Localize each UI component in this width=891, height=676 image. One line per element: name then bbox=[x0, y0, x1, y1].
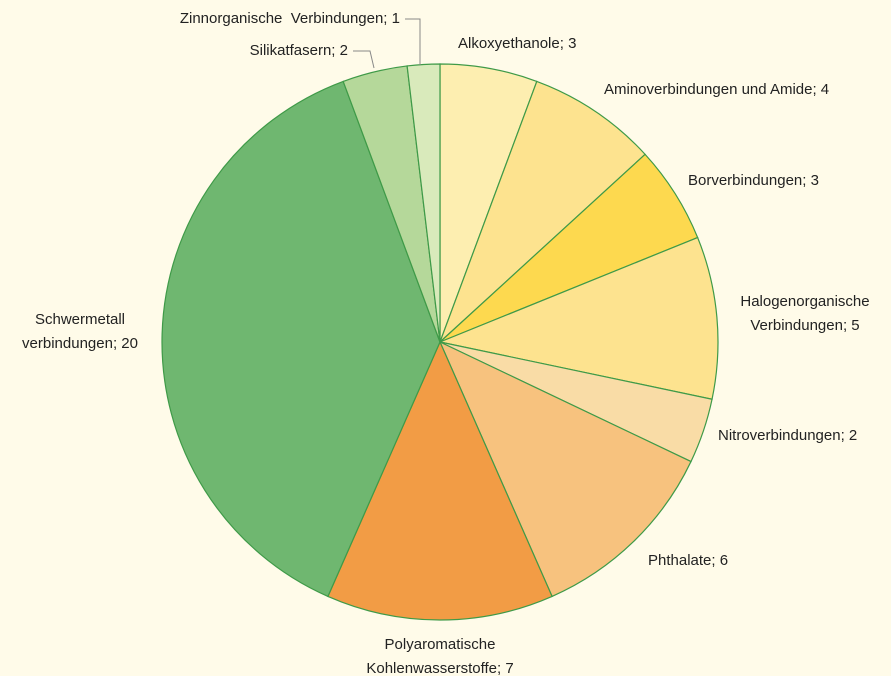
pie-slice bbox=[161, 80, 441, 598]
leader-line bbox=[405, 18, 421, 65]
pie-slice bbox=[406, 63, 441, 343]
pie-slice bbox=[438, 340, 692, 598]
slice-label: Phthalate; 6 bbox=[648, 552, 728, 569]
slice-label: Silikatfasern; 2 bbox=[250, 42, 348, 59]
pie-slice bbox=[439, 80, 646, 343]
slice-label: Kohlenwasserstoffe; 7 bbox=[366, 660, 513, 676]
slice-label: verbindungen; 20 bbox=[22, 335, 138, 352]
slice-label: Polyaromatische bbox=[385, 636, 496, 653]
slice-label: Borverbindungen; 3 bbox=[688, 172, 819, 189]
slice-label: Verbindungen; 5 bbox=[750, 317, 859, 334]
slice-label: Schwermetall bbox=[35, 311, 125, 328]
slice-label: Halogenorganische bbox=[740, 293, 869, 310]
pie-slice bbox=[327, 340, 553, 621]
slice-label: Zinnorganische Verbindungen; 1 bbox=[180, 10, 400, 27]
pie-slice bbox=[437, 236, 719, 400]
leader-line bbox=[353, 50, 375, 69]
slice-label: Alkoxyethanole; 3 bbox=[458, 35, 576, 52]
slice-label: Aminoverbindungen und Amide; 4 bbox=[604, 81, 829, 98]
slice-label: Nitroverbindungen; 2 bbox=[718, 427, 857, 444]
